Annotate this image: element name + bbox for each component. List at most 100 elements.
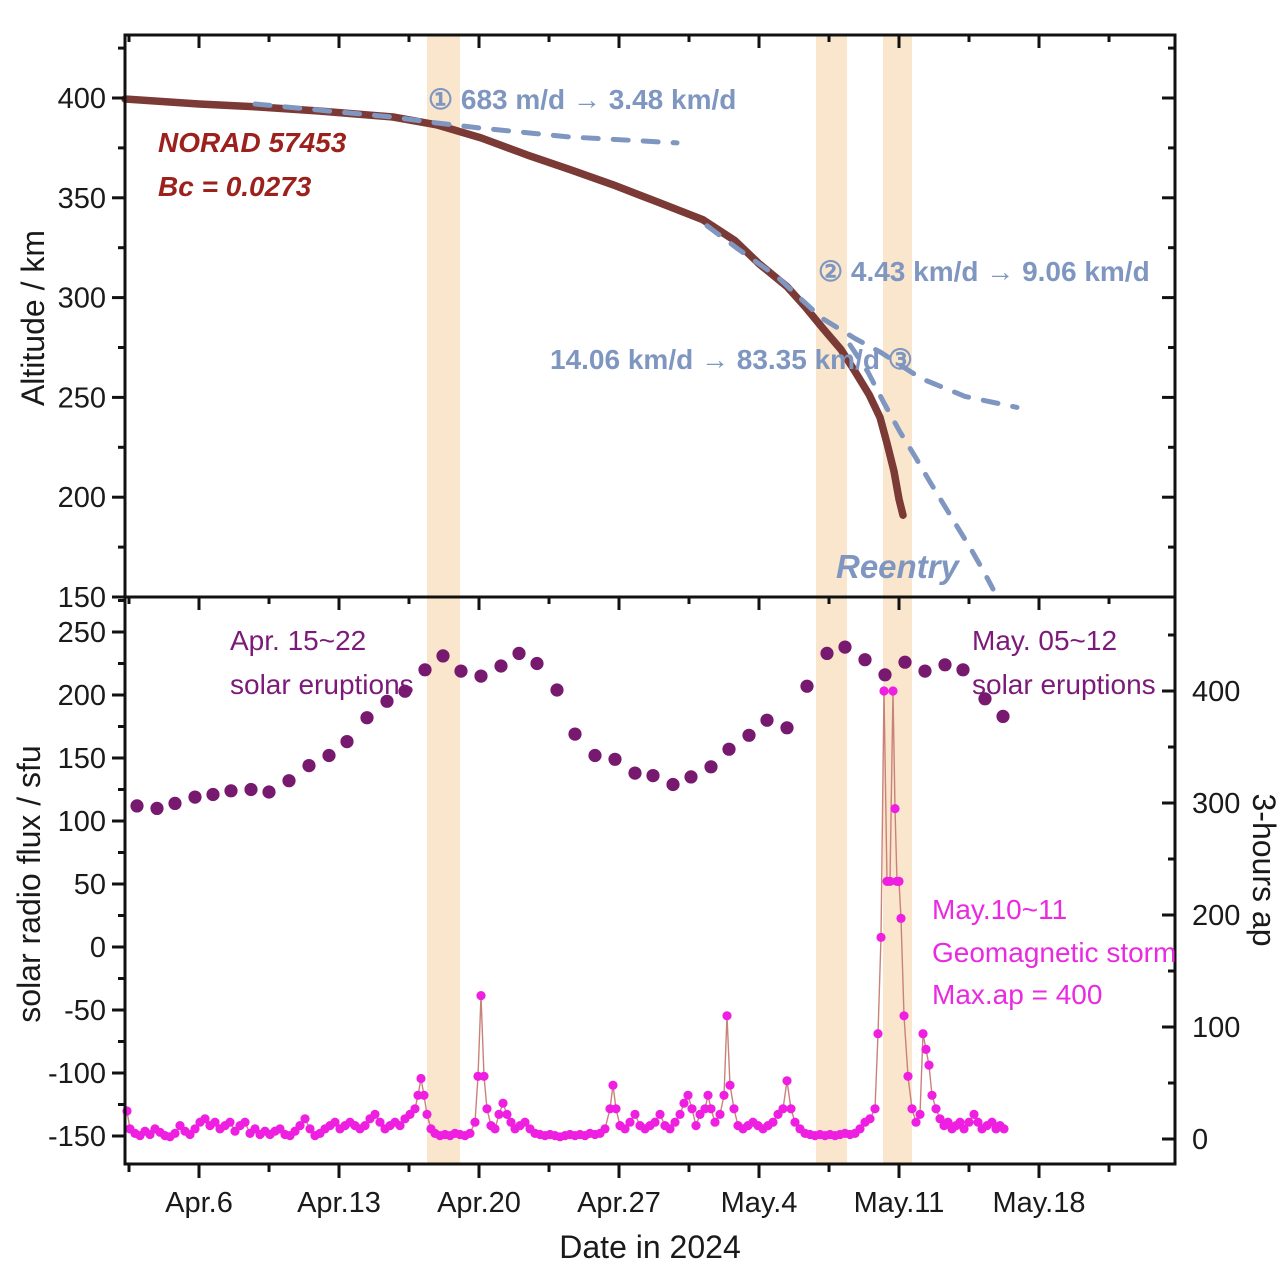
ap-tick-label: 200 [1192, 900, 1240, 932]
ap-point [964, 1117, 974, 1127]
ap-point [200, 1114, 210, 1124]
date-tick-label: Apr.20 [437, 1187, 521, 1219]
flux-point [704, 760, 718, 774]
flux-axis-label: solar radio flux / sfu [11, 745, 47, 1022]
decay-phase1-annotation: ① 683 m/d → 3.48 km/d [428, 84, 736, 115]
ap-point [725, 1080, 735, 1090]
altitude-tick-label: 200 [58, 482, 106, 514]
date-tick-label: May.18 [993, 1187, 1086, 1219]
apr-eruption-band [427, 35, 460, 597]
flux-point [188, 790, 202, 804]
ap-point [687, 1104, 697, 1114]
flux-point [898, 655, 912, 669]
flux-point [918, 664, 932, 678]
flux-point [588, 748, 602, 763]
reentry-label: Reentry [836, 548, 961, 585]
ap-point [865, 1114, 875, 1124]
ap-point [679, 1098, 689, 1108]
decay-phase3-annotation: 14.06 km/d → 83.35 km/d ③ [550, 344, 913, 375]
ap-point [973, 1117, 983, 1127]
flux-point [418, 663, 432, 677]
ap-point [999, 1124, 1009, 1134]
ap-tick-label: 300 [1192, 788, 1240, 820]
ap-point [479, 1071, 489, 1081]
ap-point [625, 1117, 635, 1127]
ap-point [650, 1117, 660, 1127]
ap-connecting-line [126, 690, 1005, 1138]
ap-tick-label: 100 [1192, 1012, 1240, 1044]
ap-point [987, 1117, 997, 1127]
flux-point [666, 777, 680, 792]
flux-point [512, 646, 526, 661]
altitude-tick-label: 250 [58, 382, 106, 414]
ap-point [706, 1104, 716, 1114]
flux-point [550, 683, 564, 697]
flux-point [224, 784, 238, 798]
may-eruption-band [816, 35, 847, 597]
flux-tick-label: 200 [58, 680, 106, 712]
ap-point [903, 1071, 913, 1081]
ap-point [375, 1117, 385, 1127]
ap-point [295, 1121, 305, 1131]
ap-point [719, 1090, 729, 1100]
ap-point [890, 804, 900, 814]
flux-point [742, 728, 756, 742]
flux-point [568, 727, 582, 741]
flux-ap-series-layer [122, 640, 1010, 1142]
ap-point [498, 1098, 508, 1108]
flux-point [800, 679, 814, 693]
flux-tick-label: 100 [58, 806, 106, 838]
ap-point [855, 1124, 865, 1134]
altitude-tick-label: 150 [58, 582, 106, 614]
flux-point [340, 735, 354, 749]
ap-point [305, 1124, 315, 1134]
ap-point [870, 1104, 880, 1114]
flux-tick-label: 0 [90, 932, 106, 964]
apr-eruptions-annotation-line1: Apr. 15~22 [230, 625, 366, 656]
tick-labels-layer: 400350300250200150250200150100500-50-100… [48, 83, 1240, 1219]
ap-point [240, 1117, 250, 1127]
date-tick-label: May.11 [854, 1187, 945, 1219]
ap-point [520, 1117, 530, 1127]
ap-point [611, 1104, 621, 1114]
ap-point [300, 1114, 310, 1124]
altitude-axis-label: Altitude / km [15, 230, 51, 406]
altitude-tick-label: 300 [58, 283, 106, 315]
flux-tick-label: -100 [48, 1058, 106, 1090]
flux-point [820, 646, 834, 661]
ap-point [969, 1109, 979, 1119]
ap-point [921, 1044, 931, 1054]
ap-point [422, 1109, 432, 1119]
ap-point [502, 1109, 512, 1119]
ap-point [370, 1109, 380, 1119]
ap-point [715, 1109, 725, 1119]
ap-point [419, 1090, 429, 1100]
flux-point [780, 721, 794, 735]
ap-point [899, 1011, 909, 1021]
apr-eruption-band [427, 597, 460, 1164]
ap-point [330, 1117, 340, 1127]
trend-3-14.06-to-83.35kmd [847, 342, 996, 592]
ap-point [935, 1114, 945, 1124]
flux-tick-label: -50 [64, 995, 106, 1027]
storm-annotation-line1: May.10~11 [932, 894, 1067, 925]
flux-point [322, 748, 336, 763]
ap-point [476, 991, 486, 1001]
flux-point [878, 668, 892, 682]
flux-point [608, 752, 622, 766]
ap-point [915, 1109, 925, 1119]
flux-point [398, 684, 412, 698]
ap-point [873, 1029, 883, 1039]
flux-point [838, 640, 852, 654]
geomagnetic-storm-band [883, 35, 912, 597]
axes-layer [112, 33, 1177, 1178]
ap-point [782, 1076, 792, 1086]
flux-point [302, 759, 316, 773]
ap-point [911, 1117, 921, 1127]
flux-point [282, 774, 296, 788]
ap-point [876, 932, 886, 943]
trend-2-4.43-to-9.06kmd [704, 223, 1020, 410]
ap-point [778, 1104, 788, 1114]
flux-point [206, 787, 220, 802]
